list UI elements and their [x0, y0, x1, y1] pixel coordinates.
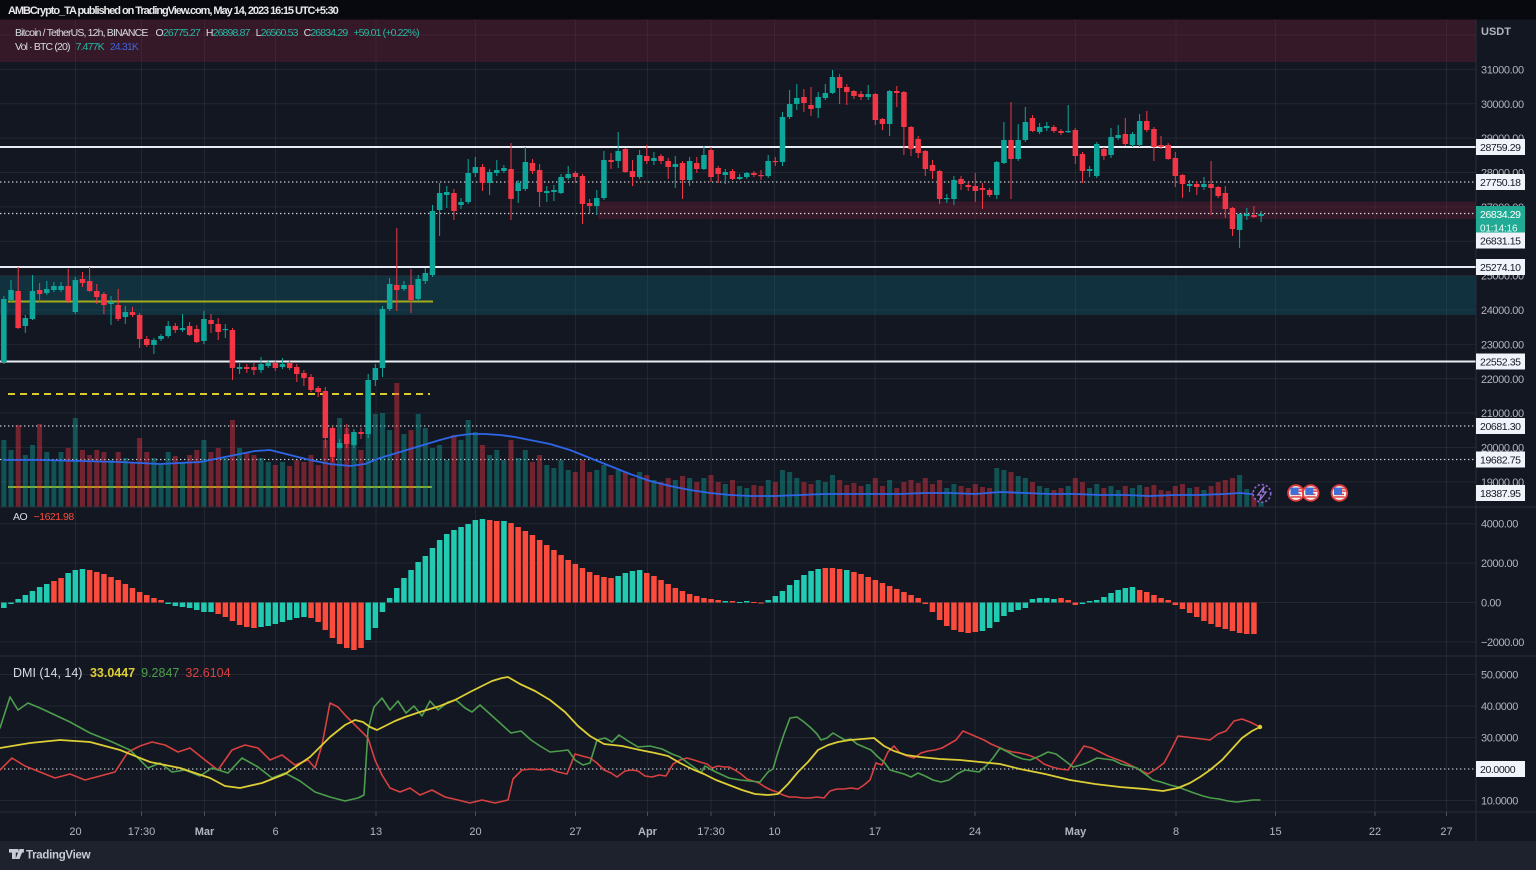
svg-text:AO −1621.98: AO −1621.98	[13, 511, 74, 523]
svg-text:20681.30: 20681.30	[1480, 421, 1521, 433]
svg-text:24000.00: 24000.00	[1481, 305, 1524, 317]
svg-text:22000.00: 22000.00	[1481, 374, 1524, 386]
svg-text:2000.00: 2000.00	[1481, 558, 1518, 570]
svg-text:27: 27	[1440, 826, 1452, 838]
svg-text:Mar: Mar	[195, 826, 215, 838]
svg-text:AMBCrypto_TA published on Trad: AMBCrypto_TA published on TradingView.co…	[8, 5, 339, 17]
svg-text:30.0000: 30.0000	[1481, 733, 1518, 745]
svg-text:26834.29: 26834.29	[1480, 209, 1521, 221]
svg-text:28759.29: 28759.29	[1480, 142, 1521, 154]
svg-text:8: 8	[1173, 826, 1179, 838]
svg-text:20: 20	[69, 826, 81, 838]
svg-text:TradingView: TradingView	[26, 850, 91, 862]
svg-text:21000.00: 21000.00	[1481, 408, 1524, 420]
svg-text:50.0000: 50.0000	[1481, 670, 1518, 682]
svg-text:0.00: 0.00	[1481, 598, 1501, 610]
svg-text:24: 24	[969, 826, 981, 838]
svg-text:31000.00: 31000.00	[1481, 64, 1524, 76]
svg-text:20.0000: 20.0000	[1480, 764, 1516, 776]
svg-text:USDT: USDT	[1481, 26, 1511, 38]
svg-text:01:14:16: 01:14:16	[1480, 224, 1518, 235]
svg-text:17: 17	[869, 826, 881, 838]
svg-text:27: 27	[569, 826, 581, 838]
svg-text:20: 20	[469, 826, 481, 838]
svg-text:10.0000: 10.0000	[1481, 796, 1518, 808]
svg-text:17:30: 17:30	[697, 826, 725, 838]
svg-text:6: 6	[272, 826, 278, 838]
svg-text:Apr: Apr	[638, 826, 658, 838]
svg-text:26831.15: 26831.15	[1480, 236, 1521, 248]
svg-text:23000.00: 23000.00	[1481, 339, 1524, 351]
svg-text:30000.00: 30000.00	[1481, 99, 1524, 111]
svg-text:13: 13	[370, 826, 382, 838]
svg-text:Bitcoin / TetherUS, 12h, BINAN: Bitcoin / TetherUS, 12h, BINANCE O26775.2…	[15, 27, 419, 39]
svg-text:−2000.00: −2000.00	[1481, 637, 1524, 649]
svg-text:22: 22	[1369, 826, 1381, 838]
svg-text:4000.00: 4000.00	[1481, 519, 1518, 531]
svg-text:May: May	[1065, 826, 1087, 838]
svg-text:40.0000: 40.0000	[1481, 701, 1518, 713]
svg-text:19682.75: 19682.75	[1480, 455, 1521, 467]
svg-text:15: 15	[1269, 826, 1281, 838]
svg-text:18387.95: 18387.95	[1480, 488, 1521, 500]
svg-text:17:30: 17:30	[128, 826, 156, 838]
svg-text:25274.10: 25274.10	[1480, 262, 1521, 274]
svg-text:10: 10	[768, 826, 780, 838]
svg-text:27750.18: 27750.18	[1480, 177, 1521, 189]
svg-text:22552.35: 22552.35	[1480, 357, 1521, 369]
